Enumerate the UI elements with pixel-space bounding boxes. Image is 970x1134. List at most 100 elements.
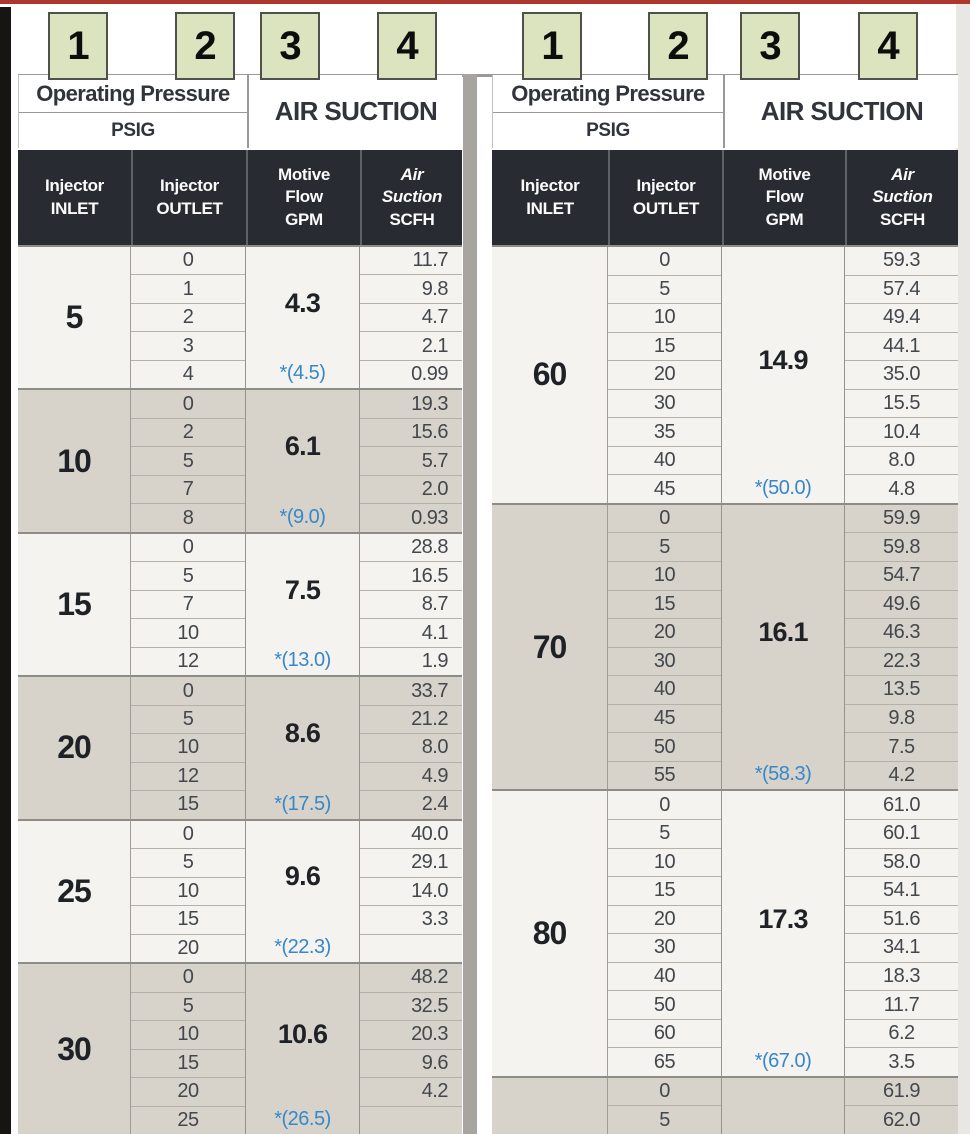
outlet-pressure-value: 8 xyxy=(182,506,194,529)
psig-label: PSIG xyxy=(586,119,630,141)
air-suction-value: 34.1 xyxy=(845,934,958,963)
motive-flow-max-value: *(67.0) xyxy=(754,1049,812,1072)
motive-flow-max-value: *(13.0) xyxy=(274,649,331,672)
outlet-pressure-value: 10 xyxy=(608,562,721,591)
air-suction-value: 8.7 xyxy=(360,591,462,620)
outlet-pressure-value: 40 xyxy=(608,447,721,476)
col-header-motive-flow: Motive Flow GPM xyxy=(246,150,360,245)
motive-flow-cell: 17.3 *(67.0) xyxy=(722,791,845,1076)
motive-flow-cell: 14.9 *(50.0) xyxy=(722,247,845,503)
outlet-pressure-value: 4 xyxy=(182,363,194,386)
air-suction-value: 7.5 xyxy=(845,733,958,762)
motive-flow-value: 16.1 xyxy=(758,617,808,648)
outlet-pressure-value: 30 xyxy=(608,648,721,677)
outlet-pressure-value: 10 xyxy=(131,878,245,907)
outlet-pressure-value: 2 xyxy=(131,304,245,333)
air-suction-value: 33.7 xyxy=(360,677,462,706)
air-suction-value: 16.5 xyxy=(360,562,462,591)
outlet-pressure-column: 0 5 10 12 15 xyxy=(131,677,246,819)
outlet-pressure-value: 5 xyxy=(608,820,721,849)
outlet-pressure-value: 15 xyxy=(608,333,721,362)
outlet-pressure-value: 0 xyxy=(608,791,721,820)
outlet-pressure-value: 15 xyxy=(131,906,245,935)
motive-flow-value: 4.3 xyxy=(284,287,321,318)
air-suction-column: 61.9 62.0 xyxy=(845,1078,958,1134)
air-suction-value: 10.4 xyxy=(845,418,958,447)
callout-badge-1-left: 1 xyxy=(48,12,108,80)
motive-flow-max-value: *(50.0) xyxy=(754,476,812,499)
motive-flow-value: 10.6 xyxy=(277,1019,328,1050)
air-suction-value: 54.7 xyxy=(845,562,958,591)
motive-flow-max-value: *(26.5) xyxy=(274,1108,331,1131)
motive-flow-cell xyxy=(722,1077,845,1134)
outlet-pressure-value: 12 xyxy=(131,763,245,792)
table-header-band: Operating Pressure PSIG AIR SUCTION xyxy=(492,75,958,148)
outlet-pressure-value: 10 xyxy=(608,849,721,878)
motive-flow-max-value: *(17.5) xyxy=(274,792,331,815)
outlet-pressure-column: 0 5 10 15 20 30 40 45 50 55 xyxy=(608,504,722,790)
inlet-pressure-value: 20 xyxy=(57,729,92,766)
inlet-pressure-value: 30 xyxy=(57,1030,92,1067)
air-suction-value: 15.6 xyxy=(360,419,462,448)
air-suction-value: 59.9 xyxy=(845,505,958,534)
air-suction-value: 49.4 xyxy=(845,304,958,333)
inlet-pressure-cell: 80 xyxy=(492,791,608,1076)
page-edge-strip xyxy=(956,4,970,1134)
air-suction-label: AIR SUCTION xyxy=(247,75,463,148)
air-suction-column: 40.0 29.1 14.0 3.3 xyxy=(360,821,462,962)
air-suction-value: 59.8 xyxy=(845,533,958,563)
air-suction-value: 2.1 xyxy=(360,332,462,361)
col-header-air-suction: Air Suction SCFH xyxy=(360,150,462,245)
outlet-pressure-column: 0 5 10 15 20 30 35 40 45 xyxy=(608,247,722,503)
air-suction-value: 0.99 xyxy=(411,363,448,386)
air-suction-value: 44.1 xyxy=(845,333,958,362)
outlet-pressure-value: 5 xyxy=(131,562,245,591)
operating-pressure-label: Operating Pressure xyxy=(19,75,247,114)
air-suction-value: 19.3 xyxy=(360,390,462,419)
pressure-group: 5 0 1 2 3 4 4.3 *(4.5) 11.7 9.8 4.7 2.1 0.99 xyxy=(18,245,462,389)
inlet-pressure-cell: 15 xyxy=(18,533,131,676)
outlet-pressure-column: 0 5 10 15 20 30 40 50 60 65 xyxy=(608,791,722,1076)
air-suction-value: 59.3 xyxy=(845,247,958,276)
outlet-pressure-column: 0 5 10 15 20 xyxy=(131,820,246,963)
inlet-pressure-value: 5 xyxy=(65,299,84,336)
inlet-pressure-value: 25 xyxy=(57,872,92,909)
outlet-pressure-value: 20 xyxy=(608,906,721,935)
air-suction-value: 3.5 xyxy=(888,1050,915,1073)
air-suction-value: 54.1 xyxy=(845,877,958,906)
outlet-pressure-value: 0 xyxy=(608,247,721,276)
air-suction-column: 33.7 21.2 8.0 4.9 2.4 xyxy=(360,677,462,818)
air-suction-value: 20.3 xyxy=(360,1021,462,1050)
callout-badge-4-right: 4 xyxy=(858,12,918,80)
air-suction-value: 61.0 xyxy=(845,791,958,820)
air-suction-column: 19.3 15.6 5.7 2.0 0.93 xyxy=(360,390,462,531)
air-suction-value: 4.2 xyxy=(360,1078,462,1107)
air-suction-value: 35.0 xyxy=(845,361,958,390)
air-suction-value: 4.9 xyxy=(360,763,462,792)
pressure-group: 60 0 5 10 15 20 30 35 40 45 14.9 *(50.0) 59.3 57.4 49.… xyxy=(492,245,958,503)
outlet-pressure-value: 0 xyxy=(131,534,245,563)
motive-flow-value: 17.3 xyxy=(758,903,808,934)
outlet-pressure-value: 3 xyxy=(131,332,245,361)
inlet-pressure-value: 80 xyxy=(532,915,568,952)
outlet-pressure-value: 15 xyxy=(131,1050,245,1079)
outlet-pressure-value: 25 xyxy=(177,1108,199,1131)
air-suction-value: 22.3 xyxy=(845,648,958,677)
motive-flow-max-value: *(9.0) xyxy=(279,505,326,528)
outlet-pressure-value: 40 xyxy=(608,676,721,705)
outlet-pressure-value: 10 xyxy=(131,619,245,648)
motive-flow-cell: 16.1 *(58.3) xyxy=(722,504,845,790)
air-suction-value: 18.3 xyxy=(845,963,958,992)
motive-flow-cell: 8.6 *(17.5) xyxy=(246,677,360,819)
air-suction-value: 13.5 xyxy=(845,676,958,705)
outlet-pressure-value: 30 xyxy=(608,390,721,419)
outlet-pressure-value: 5 xyxy=(131,706,245,735)
motive-flow-cell: 6.1 *(9.0) xyxy=(246,390,360,532)
table-header-band: Operating Pressure PSIG AIR SUCTION xyxy=(18,75,462,148)
air-suction-value: 4.1 xyxy=(360,619,462,648)
outlet-pressure-value: 0 xyxy=(131,677,245,706)
air-suction-value: 1.9 xyxy=(421,650,449,673)
motive-flow-cell: 9.6 *(22.3) xyxy=(246,820,360,963)
inlet-pressure-cell: 20 xyxy=(18,677,131,819)
outlet-pressure-value: 10 xyxy=(608,304,721,333)
